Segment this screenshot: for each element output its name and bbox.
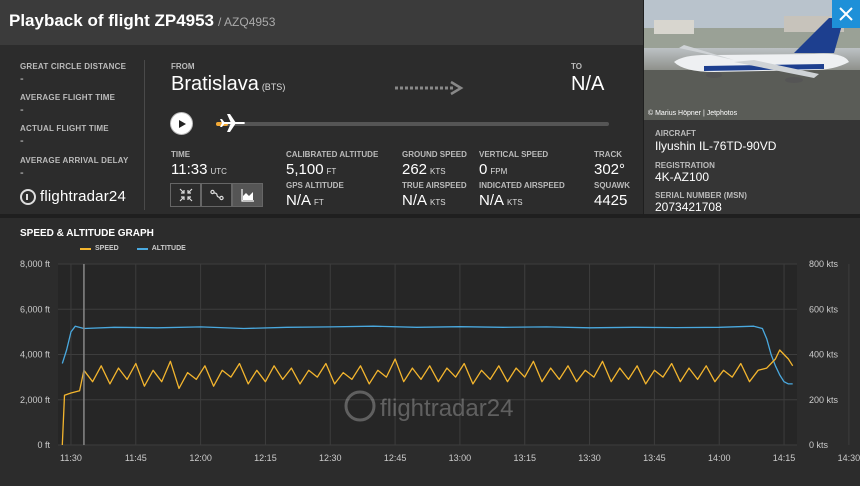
serial-number-value: 2073421708 [655, 200, 722, 214]
gps-altitude-value: N/A FT [286, 192, 324, 209]
gps-altitude-label: GPS ALTITUDE [286, 181, 344, 190]
divider [144, 60, 145, 210]
stat-average-flight-time: AVERAGE FLIGHT TIME - [20, 93, 116, 116]
true-airspeed-label: TRUE AIRSPEED [402, 181, 467, 190]
y-left-tick-label: 0 ft [37, 440, 50, 450]
track-value: 302° [594, 161, 626, 178]
speed-series-line [61, 349, 794, 446]
y-right-tick-label: 400 kts [809, 350, 839, 360]
x-tick-label: 12:30 [319, 453, 342, 463]
x-tick-label: 11:30 [60, 453, 82, 463]
stat-average-arrival-delay: AVERAGE ARRIVAL DELAY - [20, 156, 129, 179]
x-tick-label: 12:15 [254, 453, 277, 463]
y-left-tick-label: 4,000 ft [20, 350, 51, 360]
y-left-tick-label: 8,000 ft [20, 259, 51, 269]
x-tick-label: 13:00 [449, 453, 472, 463]
watermark-text: flightradar24 [380, 395, 513, 422]
x-tick-label: 14:15 [773, 453, 796, 463]
playback-slider[interactable] [216, 122, 609, 126]
y-left-tick-label: 2,000 ft [20, 395, 51, 405]
registration-label: REGISTRATION [655, 161, 715, 170]
close-icon [839, 7, 853, 21]
vertical-speed-value: 0 FPM [479, 161, 508, 178]
graph-legend: SPEED ALTITUDE [80, 245, 204, 252]
legend-speed-swatch [80, 247, 91, 250]
compress-icon [179, 188, 192, 202]
speed-altitude-chart[interactable]: 0 ft 2,000 ft 4,000 ft 6,000 ft 8,000 ft 0 kt… [0, 252, 860, 486]
flightradar24-logo[interactable]: flightradar24 [20, 188, 126, 205]
x-tick-label: 14:30 [838, 453, 860, 463]
y-right-tick-label: 800 kts [809, 259, 839, 269]
origin-code: (BTS) [261, 82, 286, 92]
play-icon [179, 119, 186, 128]
y-left-tick-label: 6,000 ft [20, 304, 51, 314]
serial-number-label: SERIAL NUMBER (MSN) [655, 191, 747, 200]
ground-speed-label: GROUND SPEED [402, 150, 467, 159]
to-label: TO [571, 62, 582, 71]
route-view-button[interactable] [201, 183, 232, 207]
x-tick-label: 14:00 [708, 453, 731, 463]
squawk-label: SQUAWK [594, 181, 630, 190]
graph-watermark: flightradar24 [344, 390, 513, 422]
compress-view-button[interactable] [170, 183, 201, 207]
y-right-tick-label: 600 kts [809, 304, 839, 314]
x-tick-label: 13:45 [643, 453, 666, 463]
indicated-airspeed-value: N/A KTS [479, 192, 523, 209]
aircraft-info-panel [644, 120, 860, 214]
registration-value[interactable]: 4K-AZ100 [655, 170, 710, 184]
photo-credit[interactable]: © Marius Höpner | Jetphotos [648, 110, 738, 117]
flight-callsign: / AZQ4953 [218, 15, 276, 29]
from-label: FROM [171, 62, 195, 71]
chart-icon [240, 189, 254, 202]
indicated-airspeed-label: INDICATED AIRSPEED [479, 181, 565, 190]
time-label: TIME [171, 150, 191, 159]
time-value: 11:33 UTC [171, 161, 227, 178]
graph-view-button[interactable] [232, 183, 263, 207]
aircraft-photo[interactable] [644, 0, 860, 120]
view-toggle-group [170, 183, 263, 207]
route-arrow-icon [395, 80, 464, 96]
aircraft-type[interactable]: Ilyushin IL-76TD-90VD [655, 139, 777, 153]
page-title: Playback of flight ZP4953/ AZQ4953 [9, 11, 276, 30]
true-airspeed-value: N/A KTS [402, 192, 446, 209]
legend-speed: SPEED [80, 245, 119, 252]
header: Playback of flight ZP4953/ AZQ4953 [0, 0, 643, 45]
aircraft-image [644, 0, 860, 120]
flight-info-panel [0, 45, 643, 214]
x-tick-label: 12:45 [384, 453, 407, 463]
play-button[interactable] [170, 112, 193, 135]
aircraft-label: AIRCRAFT [655, 129, 696, 138]
calibrated-altitude-value: 5,100 FT [286, 161, 337, 178]
legend-altitude-swatch [136, 247, 148, 250]
y-right-tick-label: 200 kts [809, 395, 839, 405]
stat-great-circle-distance: GREAT CIRCLE DISTANCE - [20, 62, 127, 85]
destination-airport: N/A [571, 73, 605, 95]
logo-icon [20, 188, 36, 205]
squawk-value: 4425 [594, 192, 628, 209]
x-tick-label: 12:00 [189, 453, 212, 463]
origin-airport[interactable]: Bratislava (BTS) [171, 73, 286, 95]
y-right-tick-label: 0 kts [809, 440, 829, 450]
x-tick-label: 13:30 [578, 453, 601, 463]
calibrated-altitude-label: CALIBRATED ALTITUDE [286, 150, 379, 159]
track-label: TRACK [594, 150, 622, 159]
close-button[interactable] [832, 0, 860, 28]
route-icon [209, 189, 224, 201]
stat-actual-flight-time: ACTUAL FLIGHT TIME - [20, 124, 109, 147]
plane-icon[interactable] [220, 113, 246, 133]
x-tick-label: 11:45 [125, 453, 147, 463]
ground-speed-value: 262 KTS [402, 161, 446, 178]
altitude-series-line [61, 325, 793, 385]
watermark-icon [344, 390, 376, 422]
graph-title: SPEED & ALTITUDE GRAPH [20, 228, 154, 239]
vertical-speed-label: VERTICAL SPEED [479, 150, 549, 159]
x-tick-label: 13:15 [513, 453, 536, 463]
legend-altitude: ALTITUDE [136, 245, 186, 252]
